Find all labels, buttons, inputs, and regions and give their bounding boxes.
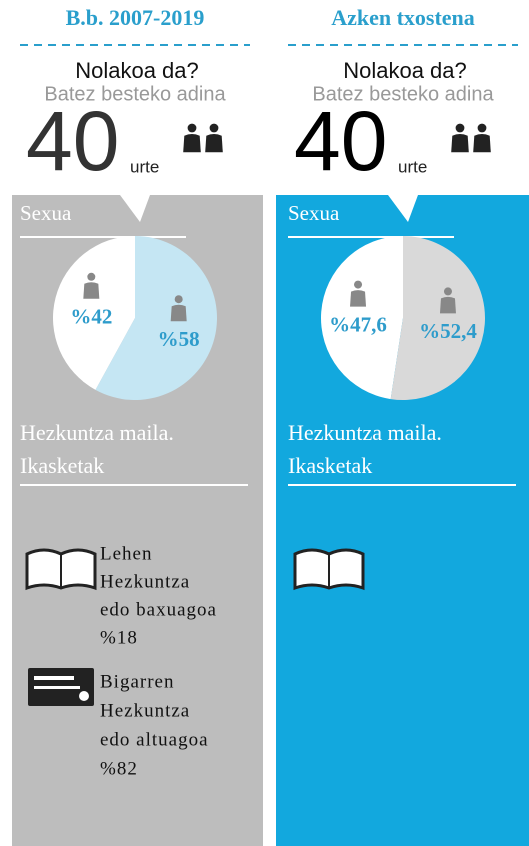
person-icon [209,123,219,133]
education-text: edo baxuagoa [100,599,217,620]
education-text: Hezkuntza [100,571,190,592]
section-heading: Hezkuntza maila. [20,420,174,445]
pie-slice [320,235,403,400]
person-icon [477,123,487,133]
person-icon [87,272,96,281]
diploma-icon [79,691,89,701]
education-text: Bigarren [100,671,174,692]
person-icon [183,134,201,153]
age: 40 [294,94,387,188]
education-text: Lehen [100,543,152,564]
person-icon [170,304,187,322]
education-text: %82 [100,758,138,779]
person-icon [350,290,367,307]
pie-label: %47,6 [329,312,387,336]
person-icon [439,296,456,314]
person-icon [205,134,223,153]
column-heading: B.b. 2007-2019 [66,5,205,30]
pie-label: %42 [70,305,112,329]
section-heading: Sexua [20,201,72,225]
person-icon [451,134,469,153]
column-heading: Azken txostena [331,5,475,30]
education-text: Hezkuntza [100,700,190,721]
pie-label: %52,4 [419,319,477,343]
subtitle: Batez besteko adina [44,83,226,105]
section-heading: Ikasketak [20,453,104,478]
person-icon [455,123,465,133]
section-heading: Hezkuntza maila. [288,420,442,445]
person-icon [473,134,491,153]
pie-slice [52,236,135,390]
question: Nolakoa da? [343,58,467,83]
education-text: %18 [100,627,138,648]
notch [388,195,418,222]
section-heading: Sexua [288,201,340,225]
person-icon [354,280,363,289]
question: Nolakoa da? [75,58,199,83]
diploma-icon [34,676,74,680]
pie-slice [390,236,485,400]
education-text: edo altuagoa [100,729,209,750]
subtitle: Batez besteko adina [312,83,494,105]
pie-slice [95,236,217,400]
diploma-icon [34,686,80,689]
notch [120,195,150,222]
person-icon [187,123,197,133]
age: 40 [26,94,119,188]
person-icon [443,287,452,296]
age-unit: urte [398,157,427,176]
pie-label: %58 [158,327,200,351]
age-unit: urte [130,157,159,176]
person-icon [174,295,183,304]
person-icon [83,282,100,299]
section-heading: Ikasketak [288,453,372,478]
